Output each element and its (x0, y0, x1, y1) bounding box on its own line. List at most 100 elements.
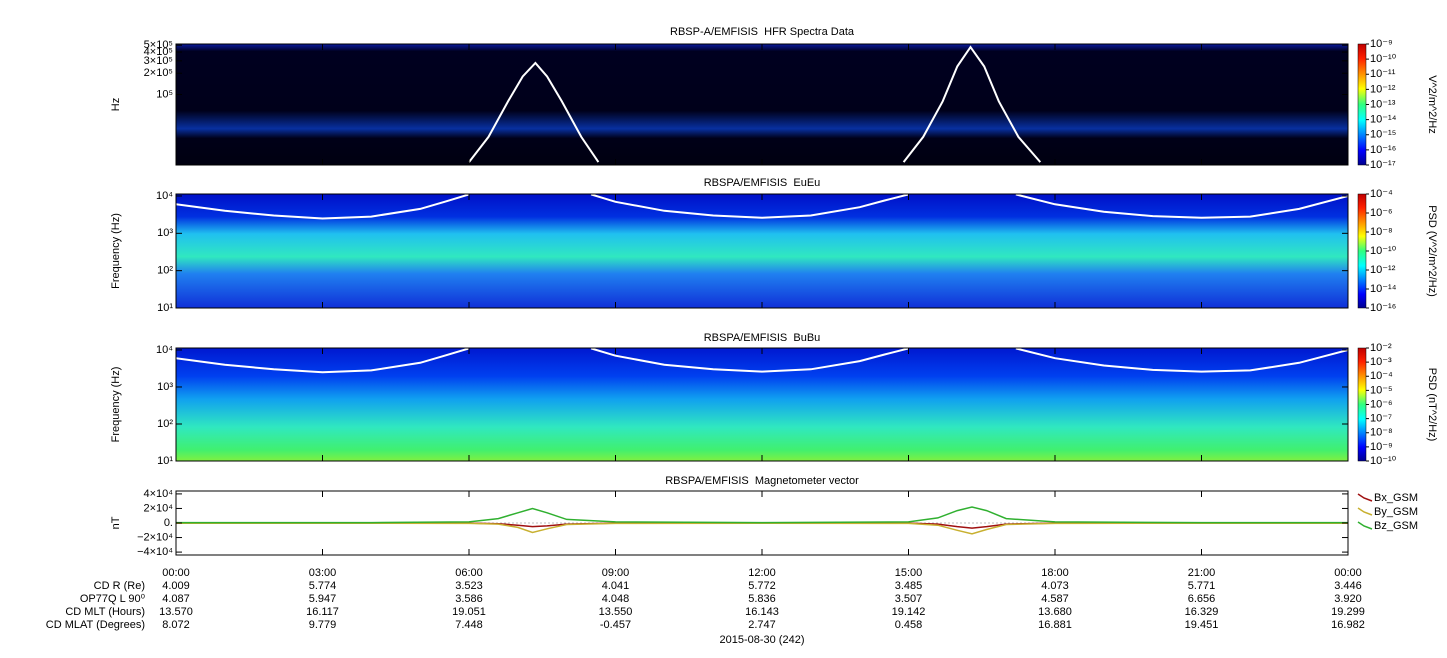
colorbar-tick-label: 10⁻⁹ (1370, 441, 1393, 453)
ephemeris-value: 5.836 (748, 593, 776, 605)
colorbar-tick-label: 10⁻¹⁶ (1370, 302, 1396, 314)
y-tick-label: −4×10⁴ (137, 546, 173, 558)
x-tick-label: 00:00 (162, 567, 190, 579)
frequency-line (176, 348, 1348, 374)
ephemeris-value: 16.329 (1185, 606, 1219, 618)
panel-title: RBSPA/EMFISIS Magnetometer vector (665, 475, 859, 487)
ephemeris-value: 4.087 (162, 593, 190, 605)
x-tick-label: 21:00 (1188, 567, 1216, 579)
series-line (176, 506, 1348, 524)
y-tick-label: 10¹ (157, 455, 173, 467)
spectrogram-image (176, 44, 1348, 165)
colorbar-tick-label: 10⁻¹⁰ (1370, 455, 1397, 467)
colorbar-tick-label: 10⁻⁵ (1370, 384, 1393, 396)
legend-swatch (1357, 521, 1373, 530)
ephemeris-value: 4.009 (162, 580, 190, 592)
y-tick-label: 10⁴ (156, 190, 173, 202)
colorbar-tick-label: 10⁻¹² (1370, 83, 1396, 95)
ephemeris-value: 3.586 (455, 593, 483, 605)
ephemeris-label: CD MLT (Hours) (65, 606, 145, 618)
y-axis-label: nT (110, 516, 122, 529)
legend-label: By_GSM (1374, 506, 1418, 518)
ephemeris-value: 5.774 (309, 580, 337, 592)
x-tick-label: 12:00 (748, 567, 776, 579)
y-axis-label: Hz (110, 98, 122, 111)
legend-label: Bx_GSM (1374, 492, 1418, 504)
ephemeris-value: 3.485 (895, 580, 923, 592)
panel-title: RBSPA/EMFISIS BuBu (704, 332, 821, 344)
ephemeris-label: CD R (Re) (94, 580, 145, 592)
y-tick-label: 2×10⁴ (143, 502, 173, 514)
x-tick-label: 18:00 (1041, 567, 1069, 579)
colorbar-tick-label: 10⁻¹⁴ (1370, 114, 1397, 126)
ephemeris-label: CD MLAT (Degrees) (46, 619, 145, 631)
x-tick-label: 03:00 (309, 567, 337, 579)
ephemeris-value: 3.523 (455, 580, 483, 592)
ephemeris-label: OP77Q L 90⁰ (80, 593, 146, 605)
colorbar (1357, 193, 1367, 309)
ephemeris-value: 0.458 (895, 619, 923, 631)
colorbar-tick-label: 10⁻¹⁰ (1370, 245, 1397, 257)
ephemeris-value: 3.507 (895, 593, 923, 605)
colorbar-tick-label: 10⁻¹⁴ (1370, 283, 1397, 295)
colorbar-tick-label: 10⁻¹⁰ (1370, 53, 1397, 65)
y-tick-label: 0. (164, 517, 173, 529)
panel-title: RBSP-A/EMFISIS HFR Spectra Data (670, 26, 855, 38)
ephemeris-value: 2.747 (748, 619, 776, 631)
ephemeris-value: 19.142 (892, 606, 926, 618)
y-tick-label: 10⁴ (156, 344, 173, 356)
panel-title: RBSPA/EMFISIS EuEu (704, 177, 821, 189)
colorbar-tick-label: 10⁻⁹ (1370, 38, 1393, 50)
frequency-line (176, 194, 1348, 220)
ephemeris-value: 5.947 (309, 593, 337, 605)
series-line (176, 522, 1348, 535)
y-tick-label: 10² (157, 418, 173, 430)
y-tick-label: 10¹ (157, 302, 173, 314)
y-tick-label: 4×10⁵ (144, 46, 173, 58)
colorbar-tick-label: 10⁻¹² (1370, 264, 1396, 276)
ephemeris-value: 4.587 (1041, 593, 1069, 605)
colorbar-tick-label: 10⁻⁷ (1370, 413, 1392, 425)
colorbar-tick-label: 10⁻⁸ (1370, 226, 1393, 238)
ephemeris-value: 5.771 (1188, 580, 1216, 592)
colorbar-tick-label: 10⁻¹³ (1370, 98, 1396, 110)
legend-label: Bz_GSM (1374, 520, 1418, 532)
colorbar-label: PSD (nT^2/Hz) (1426, 368, 1438, 442)
colorbar (1357, 43, 1367, 166)
ephemeris-value: 19.051 (452, 606, 486, 618)
legend-swatch (1357, 507, 1373, 516)
ephemeris-value: 8.072 (162, 619, 190, 631)
ephemeris-value: 16.143 (745, 606, 779, 618)
colorbar-tick-label: 10⁻¹⁷ (1370, 159, 1396, 171)
y-tick-label: 4×10⁴ (143, 488, 173, 500)
ephemeris-value: 3.446 (1334, 580, 1362, 592)
colorbar-tick-label: 10⁻⁶ (1370, 398, 1393, 410)
spectrogram-image (176, 194, 1348, 308)
x-tick-label: 09:00 (602, 567, 630, 579)
ephemeris-value: 19.299 (1331, 606, 1365, 618)
x-tick-label: 15:00 (895, 567, 923, 579)
colorbar-tick-label: 10⁻⁴ (1370, 370, 1393, 382)
y-tick-label: 10³ (157, 381, 173, 393)
colorbar (1357, 347, 1367, 462)
ephemeris-value: 6.656 (1188, 593, 1216, 605)
colorbar-tick-label: 10⁻¹¹ (1370, 68, 1396, 80)
y-axis-label: Frequency (Hz) (110, 367, 122, 443)
y-tick-label: 10³ (157, 227, 173, 239)
ephemeris-value: 4.073 (1041, 580, 1069, 592)
y-tick-label: 5×10⁵ (144, 39, 173, 51)
ephemeris-value: 16.982 (1331, 619, 1365, 631)
spectrogram-image (176, 348, 1348, 461)
y-tick-label: 3×10⁵ (144, 55, 173, 67)
colorbar-tick-label: 10⁻¹⁵ (1370, 129, 1396, 141)
frequency-line (468, 45, 1042, 163)
ephemeris-value: 9.779 (309, 619, 337, 631)
colorbar-tick-label: 10⁻² (1370, 342, 1392, 354)
ephemeris-value: 7.448 (455, 619, 483, 631)
ephemeris-value: 13.680 (1038, 606, 1072, 618)
ephemeris-value: -0.457 (600, 619, 631, 631)
ephemeris-value: 13.570 (159, 606, 193, 618)
colorbar-tick-label: 10⁻¹⁶ (1370, 144, 1396, 156)
ephemeris-value: 5.772 (748, 580, 776, 592)
